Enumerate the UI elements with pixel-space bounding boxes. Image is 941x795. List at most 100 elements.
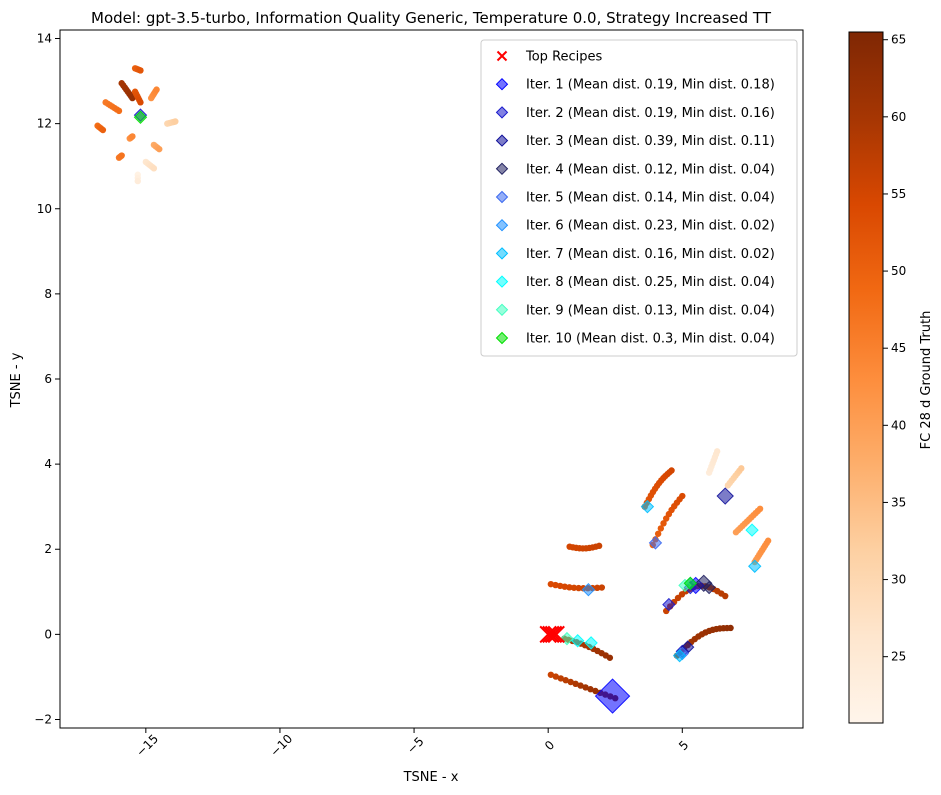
top-recipe-marker [547, 625, 565, 644]
data-point [134, 177, 141, 185]
legend-marker-diamond-icon [495, 303, 509, 317]
colorbar-tick-label: 60 [891, 110, 906, 124]
data-point [99, 126, 107, 134]
x-tick-label: 0 [542, 738, 557, 753]
data-point [598, 584, 606, 591]
colorbar [848, 31, 884, 724]
x-axis-label: TSNE - x [403, 770, 459, 785]
legend-marker-diamond-icon [495, 77, 509, 91]
data-point [595, 542, 603, 550]
legend-marker-diamond-icon [495, 247, 509, 260]
data-point [592, 687, 599, 695]
data-point [668, 467, 675, 474]
data-point [606, 654, 614, 661]
legend: Top Recipes Iter. 1 (Mean dist. 0.19, Min… [480, 39, 798, 357]
data-point [150, 165, 158, 172]
iteration-marker [683, 576, 698, 590]
chart-title: Model: gpt-3.5-turbo, Information Qualit… [91, 9, 772, 27]
colorbar-tick-label: 45 [891, 341, 906, 355]
legend-entry-label: Iter. 6 (Mean dist. 0.23, Min dist. 0.02… [526, 219, 775, 234]
legend-entry-label: Iter. 3 (Mean dist. 0.39, Min dist. 0.11… [526, 134, 775, 149]
y-tick-label: 2 [44, 542, 52, 556]
data-point [557, 675, 564, 682]
iteration-marker [745, 523, 759, 537]
iteration-marker [133, 110, 148, 124]
colorbar-tick-label: 30 [891, 573, 906, 587]
data-point [727, 624, 734, 632]
data-point [172, 118, 179, 125]
top-recipe-marker [539, 625, 557, 644]
data-point [562, 677, 569, 684]
data-point [587, 686, 594, 693]
data-point [118, 152, 125, 159]
legend-marker-diamond-icon [495, 162, 509, 176]
legend-marker-diamond-icon [495, 134, 509, 147]
data-point [722, 592, 729, 600]
x-tick-label: −10 [267, 732, 295, 760]
data-point [713, 448, 721, 455]
data-point [137, 67, 144, 74]
data-point [756, 505, 764, 513]
legend-marker-x-icon [496, 50, 508, 62]
legend-marker-diamond-icon [495, 331, 509, 345]
legend-entry-label: Iter. 2 (Mean dist. 0.19, Min dist. 0.16… [526, 106, 775, 121]
data-point [679, 492, 686, 500]
data-point [129, 133, 136, 140]
iteration-marker [716, 487, 734, 505]
legend-entry-label: Iter. 8 (Mean dist. 0.25, Min dist. 0.04… [526, 275, 775, 290]
iteration-markers [133, 108, 762, 714]
legend-entry-label: Iter. 9 (Mean dist. 0.13, Min dist. 0.04… [526, 303, 775, 318]
y-tick-label: 14 [37, 32, 52, 46]
y-tick-label: 4 [44, 457, 52, 471]
y-tick-label: 10 [37, 202, 52, 216]
legend-marker-diamond-icon [495, 218, 509, 232]
iteration-marker [672, 648, 687, 663]
y-tick-label: 12 [37, 117, 52, 131]
iteration-marker [584, 636, 598, 650]
legend-marker-diamond-icon [495, 275, 509, 288]
y-axis-ticks: −2 0 2 4 6 8 10 12 14 [34, 32, 60, 726]
data-point [577, 682, 584, 689]
colorbar-tick-label: 25 [891, 650, 906, 664]
iteration-marker [640, 499, 655, 514]
data-point [566, 584, 573, 591]
legend-entry-label: Iter. 1 (Mean dist. 0.19, Min dist. 0.18… [526, 78, 775, 93]
data-point [593, 584, 601, 592]
colorbar-tick-label: 65 [891, 33, 906, 47]
iteration-marker [581, 582, 596, 597]
data-point [115, 107, 123, 115]
colorbar-tick-label: 50 [891, 264, 906, 278]
data-point [567, 678, 574, 686]
colorbar-tick-label: 35 [891, 495, 906, 509]
x-tick-label: 5 [676, 738, 691, 753]
legend-entry-label: Top Recipes [525, 50, 603, 65]
data-point [572, 680, 579, 688]
data-point [153, 86, 160, 93]
x-tick-label: −15 [133, 732, 161, 760]
x-axis-ticks: −15 −10 −5 0 5 [133, 728, 691, 759]
legend-box [480, 39, 798, 357]
legend-entry-label: Iter. 10 (Mean dist. 0.3, Min dist. 0.04… [526, 332, 775, 347]
y-axis-label: TSNE - y [9, 352, 24, 408]
data-point [654, 530, 662, 537]
data-point [137, 99, 144, 106]
data-point [738, 465, 745, 472]
iteration-marker [594, 678, 631, 714]
top-recipe-marker [544, 625, 563, 644]
colorbar-label: FC 28 d Ground Truth [919, 311, 934, 450]
top-recipe-markers [539, 625, 565, 644]
colorbar-tick-label: 40 [891, 418, 906, 432]
data-point [764, 537, 772, 544]
data-point [660, 520, 667, 527]
top-recipe-marker [542, 625, 560, 644]
legend-entry-label: Iter. 7 (Mean dist. 0.16, Min dist. 0.02… [526, 247, 775, 262]
data-point [156, 145, 163, 153]
data-point [575, 584, 582, 592]
iteration-marker [570, 634, 585, 648]
legend-entry-label: Iter. 4 (Mean dist. 0.12, Min dist. 0.04… [526, 162, 775, 177]
iteration-marker [702, 580, 716, 595]
colorbar-ticks: 25 30 35 40 45 50 55 60 65 [883, 33, 906, 664]
y-tick-label: 8 [44, 287, 52, 301]
y-tick-label: 6 [44, 372, 52, 386]
